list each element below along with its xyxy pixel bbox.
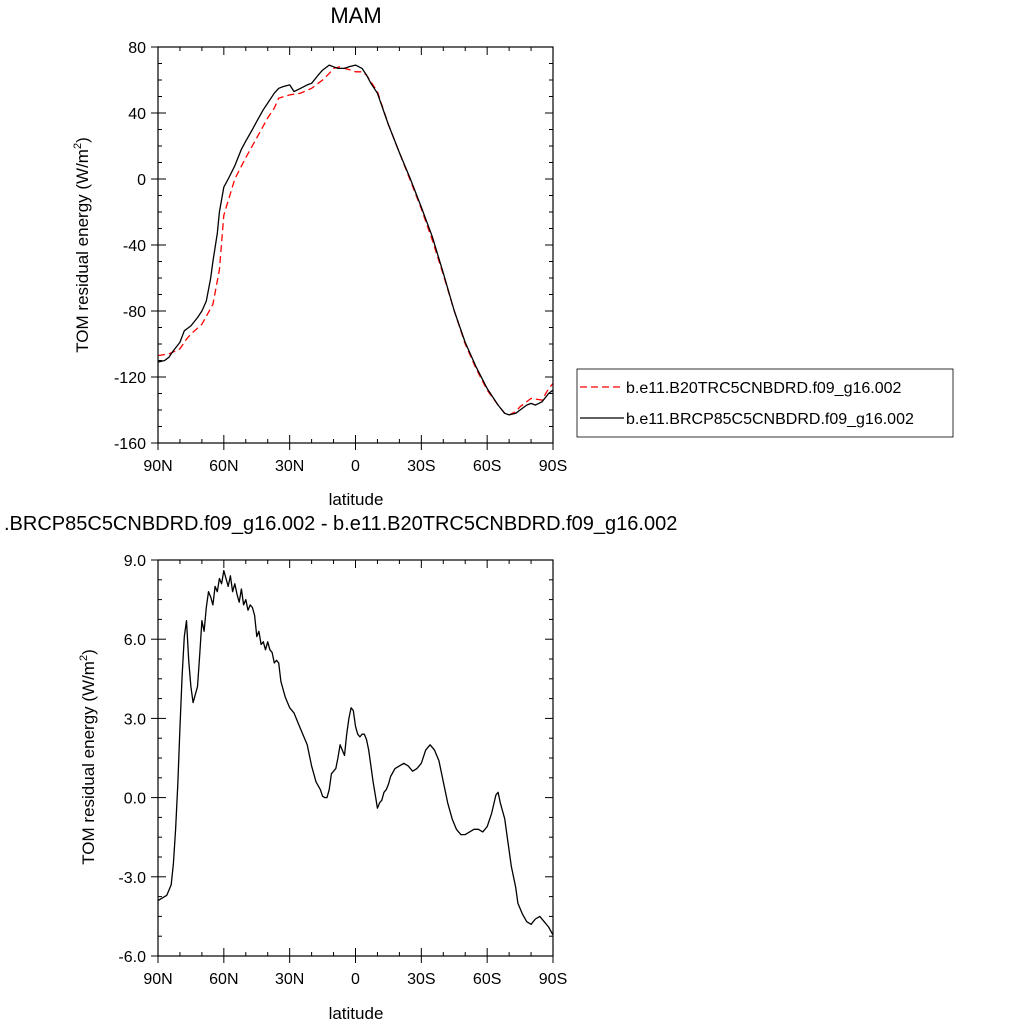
- legend-label-series-1: b.e11.B20TRC5CNBDRD.f09_g16.002: [626, 380, 902, 397]
- top-y-axis-label: TOM residual energy (W/m2): [72, 137, 92, 353]
- top-x-tick-label: 30S: [407, 458, 435, 475]
- top-x-tick-label: 90S: [539, 458, 567, 475]
- bottom-x-tick-label: 0: [351, 971, 360, 988]
- bottom-x-tick-label: 30N: [275, 971, 304, 988]
- bottom-y-tick-label: 0.0: [124, 791, 146, 808]
- top-y-tick-label: 0: [137, 172, 146, 189]
- climatology-line-chart: MAM latitude TOM residual energy (W/m2) …: [72, 3, 567, 509]
- bottom-x-tick-label: 60S: [473, 971, 501, 988]
- top-series-line-1: [157, 66, 554, 416]
- top-y-label-sup: 2: [72, 143, 84, 149]
- top-x-axis-label: latitude: [329, 490, 384, 509]
- top-chart-title: MAM: [330, 3, 381, 28]
- bottom-series-line-1: [157, 569, 554, 936]
- top-plot-frame: [157, 46, 554, 444]
- top-x-tick-label: 60S: [473, 458, 501, 475]
- top-x-tick-label: 60N: [209, 458, 238, 475]
- bottom-x-tick-label: 30S: [407, 971, 435, 988]
- bottom-y-tick-label: -6.0: [118, 949, 146, 966]
- bottom-y-tick-label: 9.0: [124, 553, 146, 570]
- bottom-series-layer: [157, 569, 554, 936]
- top-y-tick-label: -160: [114, 436, 146, 453]
- bottom-y-tick-label: -3.0: [118, 870, 146, 887]
- top-ticks: [151, 46, 554, 450]
- bottom-x-axis-label: latitude: [329, 1004, 384, 1023]
- bottom-x-tick-label: 60N: [209, 971, 238, 988]
- top-y-tick-label: -80: [123, 304, 146, 321]
- bottom-y-label-sup: 2: [78, 655, 90, 661]
- difference-line-chart: .BRCP85C5CNBDRD.f09_g16.002 - b.e11.B20T…: [4, 513, 677, 1023]
- bottom-plot-frame: [157, 559, 554, 957]
- legend-label-series-2: b.e11.BRCP85C5CNBDRD.f09_g16.002: [626, 411, 914, 428]
- top-series-layer: [157, 64, 554, 416]
- top-x-tick-label: 30N: [275, 458, 304, 475]
- top-y-tick-label: -40: [123, 238, 146, 255]
- top-x-tick-label: 90N: [143, 458, 172, 475]
- top-series-line-2: [157, 64, 554, 416]
- top-y-label-main: TOM residual energy (W/m: [73, 149, 92, 353]
- bottom-y-label-main: TOM residual energy (W/m: [79, 661, 98, 865]
- top-x-tick-label: 0: [351, 458, 360, 475]
- bottom-y-axis-label: TOM residual energy (W/m2): [78, 649, 98, 865]
- bottom-x-tick-label: 90N: [143, 971, 172, 988]
- top-y-label-close: ): [73, 137, 92, 143]
- legend: b.e11.B20TRC5CNBDRD.f09_g16.002 b.e11.BR…: [576, 368, 954, 438]
- top-y-tick-label: -120: [114, 370, 146, 387]
- bottom-tick-labels: 90N 60N 30N 0 30S 60S 90S 9.0 6.0 3.0 0.0 -3.0 -6.0: [118, 553, 567, 988]
- bottom-chart-title: .BRCP85C5CNBDRD.f09_g16.002 - b.e11.B20T…: [4, 513, 677, 535]
- top-y-tick-label: 80: [128, 40, 146, 57]
- bottom-y-tick-label: 3.0: [124, 711, 146, 728]
- bottom-ticks: [151, 559, 554, 963]
- legend-box: [576, 368, 954, 438]
- bottom-y-tick-label: 6.0: [124, 632, 146, 649]
- bottom-x-tick-label: 90S: [539, 971, 567, 988]
- bottom-y-label-close: ): [79, 649, 98, 655]
- top-y-tick-label: 40: [128, 106, 146, 123]
- top-tick-labels: 90N 60N 30N 0 30S 60S 90S 80 40 0 -40 -80 -120 -160: [114, 40, 567, 475]
